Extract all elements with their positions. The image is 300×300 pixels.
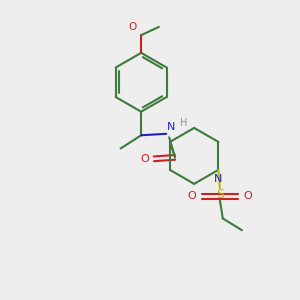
Text: S: S: [216, 188, 224, 201]
Text: N: N: [167, 122, 175, 132]
Text: N: N: [214, 174, 223, 184]
Text: O: O: [129, 22, 137, 32]
Text: H: H: [180, 118, 188, 128]
Text: O: O: [244, 191, 252, 201]
Text: O: O: [188, 191, 196, 201]
Text: O: O: [141, 154, 149, 164]
